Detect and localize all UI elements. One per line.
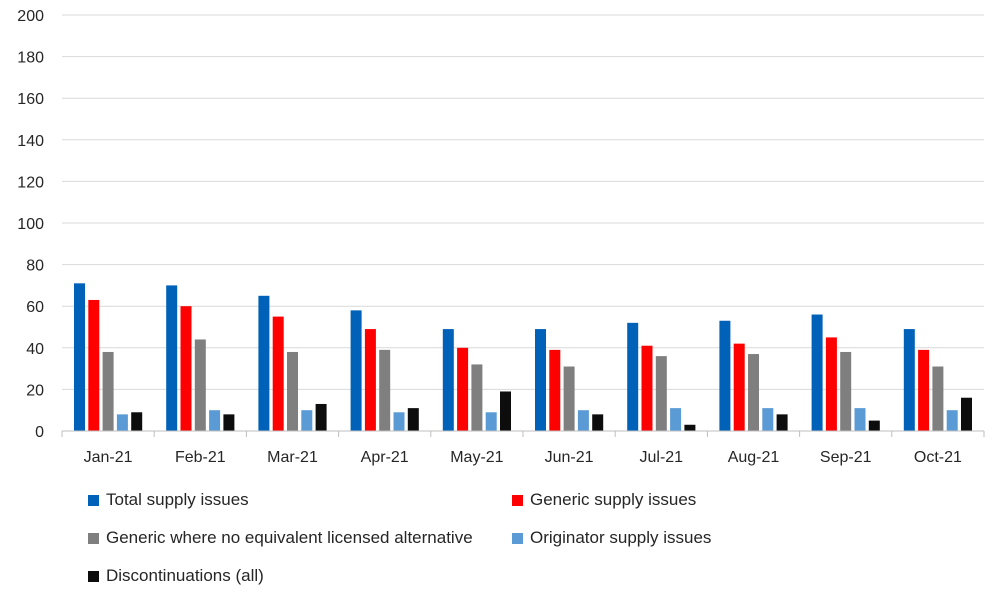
bar xyxy=(166,285,178,431)
bar xyxy=(840,351,852,431)
bar xyxy=(918,349,930,431)
x-tick-label: Jan-21 xyxy=(84,449,133,466)
bar xyxy=(535,329,546,431)
bar xyxy=(457,347,469,431)
bars xyxy=(74,283,972,431)
bar xyxy=(592,414,604,431)
bar xyxy=(194,339,206,431)
bar xyxy=(287,351,298,431)
bar xyxy=(641,345,653,431)
y-tick-label: 40 xyxy=(26,341,44,358)
bar xyxy=(733,343,745,431)
x-tick-label: Jul-21 xyxy=(640,449,684,466)
bar xyxy=(131,412,143,431)
y-tick-label: 160 xyxy=(17,91,44,108)
bar xyxy=(719,320,731,431)
bar xyxy=(223,414,235,431)
bar xyxy=(684,424,696,431)
x-tick-label: Mar-21 xyxy=(267,449,318,466)
bar xyxy=(655,356,667,431)
y-tick-label: 80 xyxy=(26,258,44,275)
y-tick-label: 60 xyxy=(26,299,44,316)
bar xyxy=(854,408,866,431)
y-axis-ticks: 0 20 40 60 80 100 120 140 160 180 200 xyxy=(17,8,44,441)
bar xyxy=(825,337,837,431)
y-tick-label: 100 xyxy=(17,216,44,233)
y-tick-label: 0 xyxy=(35,424,44,441)
bar xyxy=(272,316,284,431)
y-tick-label: 200 xyxy=(17,8,44,25)
bar xyxy=(301,410,313,431)
bar xyxy=(102,351,114,431)
x-tick-label: Oct-21 xyxy=(914,449,962,466)
bar xyxy=(903,329,915,431)
y-tick-label: 20 xyxy=(26,382,44,399)
bar xyxy=(762,408,774,431)
y-tick-label: 180 xyxy=(17,50,44,67)
bar xyxy=(500,391,511,431)
bar xyxy=(116,414,128,431)
bar xyxy=(350,310,362,431)
x-tick-label: May-21 xyxy=(450,449,503,466)
y-tick-label: 140 xyxy=(17,133,44,150)
bar xyxy=(74,283,85,431)
bar xyxy=(748,354,759,431)
bar xyxy=(407,408,419,431)
bar xyxy=(868,420,880,431)
bar xyxy=(946,410,958,431)
bar xyxy=(485,412,497,431)
bar xyxy=(577,410,589,431)
bar xyxy=(549,349,561,431)
bar xyxy=(563,366,575,431)
bar xyxy=(811,314,823,431)
x-tick-label: Apr-21 xyxy=(361,449,409,466)
bar xyxy=(315,403,327,431)
bar xyxy=(393,412,405,431)
x-axis: Jan-21 Feb-21 Mar-21 Apr-21 May-21 Jun-21 Jul-… xyxy=(61,430,985,466)
bar xyxy=(627,322,639,431)
gridlines xyxy=(62,14,984,390)
bar xyxy=(471,364,483,431)
bar xyxy=(776,414,788,431)
bar xyxy=(670,408,682,431)
bar xyxy=(180,306,192,431)
bar xyxy=(364,329,376,431)
x-tick-label: Sep-21 xyxy=(820,449,872,466)
x-tick-label: Aug-21 xyxy=(728,449,780,466)
x-tick-label: Jun-21 xyxy=(545,449,594,466)
x-tick-label: Feb-21 xyxy=(175,449,226,466)
bar xyxy=(379,349,391,431)
bar xyxy=(258,295,270,431)
y-tick-label: 120 xyxy=(17,174,44,191)
bar xyxy=(88,299,100,431)
bar xyxy=(442,329,454,431)
bar xyxy=(932,366,944,431)
bar xyxy=(961,397,972,431)
bar xyxy=(209,410,221,431)
